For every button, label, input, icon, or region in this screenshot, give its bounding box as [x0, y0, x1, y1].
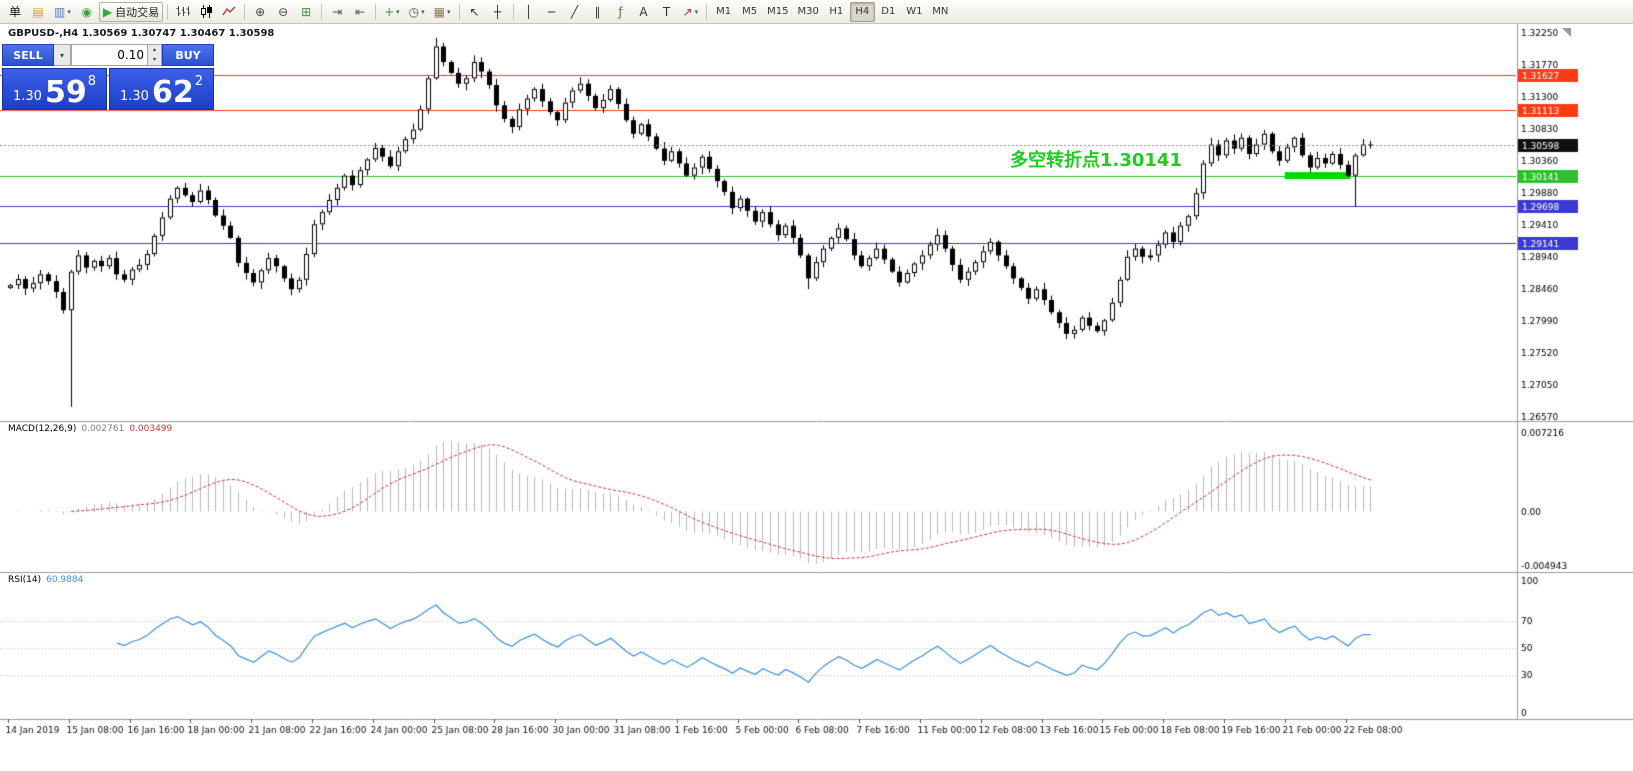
text-icon[interactable]: A [639, 4, 648, 19]
macd-name: MACD(12,26,9) [8, 424, 77, 434]
market-watch-icon[interactable]: ◉ [81, 4, 93, 19]
volume-decrease-button[interactable]: ▾ [152, 56, 156, 63]
timeframe-mn[interactable]: MN [932, 6, 949, 17]
chart-annotation: 多空转折点1.30141 [1010, 150, 1182, 171]
buy-price-big: 62 [151, 74, 194, 110]
rsi-name: RSI(14) [8, 575, 42, 585]
periods-icon[interactable]: ◷ ▾ [408, 4, 425, 19]
timeframe-m1[interactable]: M1 [716, 6, 732, 17]
indicators-icon[interactable]: + ▾ [384, 4, 400, 19]
text-label-icon[interactable]: T [662, 4, 671, 19]
main-toolbar: 单 ▤ ▥ ▾ ◉ ▶ 自动交易 ⊕ ⊖ ⊞ ⇥ ⇤ + ▾ ◷ ▾ ▦ ▾ ↖ ┼ │ ─ ╱ ∥ ƒ A T ↗ ▾ M1 M5 M15 M… [0, 0, 1633, 24]
sell-price-pip: 8 [87, 74, 96, 89]
timeframe-d1[interactable]: D1 [881, 6, 896, 17]
trendline-icon[interactable]: ╱ [570, 4, 579, 19]
toolbar-separator [706, 3, 708, 20]
buy-price-display[interactable]: 1.30 62 2 [109, 68, 214, 110]
chart-window-icon[interactable]: ▥ ▾ [54, 4, 71, 19]
volume-input[interactable] [72, 45, 147, 65]
buy-price-base: 1.30 [120, 89, 149, 105]
sell-button[interactable]: SELL [2, 44, 54, 66]
toolbar-separator [321, 3, 323, 20]
chart-canvas[interactable] [0, 24, 1633, 771]
toolbar-separator [167, 3, 169, 20]
fibonacci-icon[interactable]: ƒ [618, 4, 623, 19]
timeframe-w1[interactable]: W1 [906, 6, 923, 17]
zoom-out-icon[interactable]: ⊖ [278, 4, 289, 19]
arrows-icon[interactable]: ↗ ▾ [682, 4, 699, 19]
order-menu-button[interactable]: 单 [8, 4, 21, 19]
buy-price-pip: 2 [194, 74, 203, 89]
vertical-line-icon[interactable]: │ [524, 4, 533, 19]
timeframe-h4[interactable]: H4 [849, 1, 875, 22]
auto-scroll-icon[interactable]: ⇥ [332, 4, 343, 19]
volume-field: ▴ ▾ [71, 44, 162, 66]
sell-price-big: 59 [44, 74, 87, 110]
bar-chart-icon[interactable] [172, 2, 194, 22]
buy-button[interactable]: BUY [162, 44, 214, 66]
timeframe-h1[interactable]: H1 [829, 6, 844, 17]
toolbar-separator [512, 3, 514, 20]
toolbar-separator [375, 3, 377, 20]
timeframe-m30[interactable]: M30 [797, 6, 819, 17]
sell-price-display[interactable]: 1.30 59 8 [2, 68, 107, 110]
macd-label: MACD(12,26,9) 0.002761 0.003499 [8, 424, 177, 434]
channel-icon[interactable]: ∥ [594, 4, 601, 19]
templates-icon[interactable]: ▦ ▾ [433, 4, 451, 19]
macd-value-main: 0.002761 [81, 424, 125, 434]
rsi-value: 60.9884 [46, 575, 84, 585]
timeframe-m5[interactable]: M5 [742, 6, 758, 17]
chart-shift-marker[interactable] [1562, 28, 1571, 37]
volume-dropdown-icon[interactable]: ▾ [54, 44, 71, 66]
sell-price-base: 1.30 [13, 89, 42, 105]
candlestick-chart-icon[interactable] [195, 2, 217, 22]
volume-increase-button[interactable]: ▴ [152, 46, 156, 53]
rsi-label: RSI(14) 60.9884 [8, 575, 88, 585]
crosshair-icon[interactable]: ┼ [493, 4, 502, 19]
macd-value-signal: 0.003499 [129, 424, 173, 434]
zoom-in-icon[interactable]: ⊕ [255, 4, 266, 19]
symbol-ohlc-info: GBPUSD-,H4 1.30569 1.30747 1.30467 1.305… [8, 28, 275, 39]
chart-shift-icon[interactable]: ⇤ [355, 4, 366, 19]
toolbar-separator [458, 3, 460, 20]
horizontal-line-icon[interactable]: ─ [547, 4, 556, 19]
toolbar-separator [244, 3, 246, 20]
cursor-icon[interactable]: ↖ [469, 4, 480, 19]
tile-windows-icon[interactable]: ⊞ [301, 4, 312, 19]
line-chart-icon[interactable] [218, 2, 240, 22]
timeframe-m15[interactable]: M15 [767, 6, 789, 17]
autotrading-button[interactable]: ▶ 自动交易 [98, 1, 164, 22]
new-order-icon[interactable]: ▤ [32, 4, 44, 19]
